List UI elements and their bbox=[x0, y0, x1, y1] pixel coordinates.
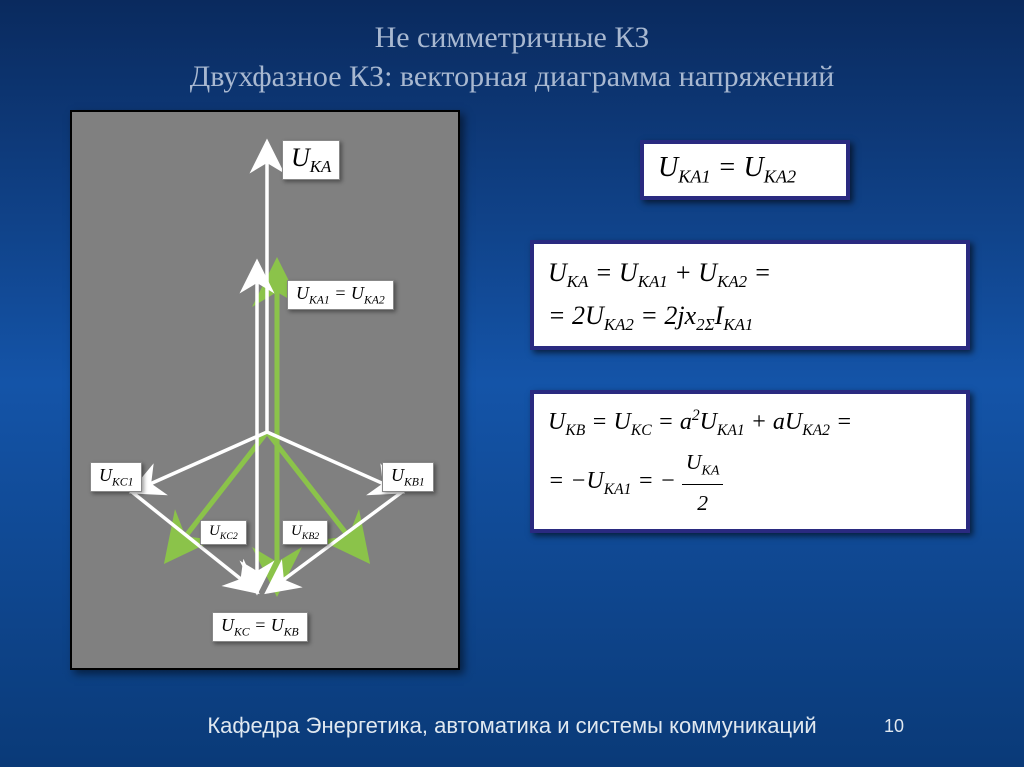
equation-1: UKA1 = UKA2 bbox=[640, 140, 850, 200]
page-number: 10 bbox=[884, 716, 904, 737]
vector-label-UKA1_eq: UKA1 = UKA2 bbox=[287, 280, 394, 310]
title-line-1: Не симметричные КЗ bbox=[375, 21, 650, 54]
vector-diagram-panel: UKA UKA1 = UKA2 UKC1 UKB1 UKC2 UKB2 UKC = UKB bbox=[70, 110, 460, 670]
vector-diagram-svg bbox=[72, 112, 462, 672]
slide-title: Не симметричные КЗ Двухфазное КЗ: вектор… bbox=[0, 0, 1024, 96]
equations-column: UKA1 = UKA2 UKA = UKA1 + UKA2 == 2UKA2 =… bbox=[530, 140, 970, 573]
equation-3: UKB = UKC = a2UKA1 + aUKA2 == −UKA1 = − … bbox=[530, 390, 970, 533]
vector-label-UKC2: UKC2 bbox=[200, 520, 247, 545]
footer-text: Кафедра Энергетика, автоматика и системы… bbox=[0, 713, 1024, 739]
vector-label-UKC1: UKC1 bbox=[90, 462, 142, 492]
vector-label-UKC_eq: UKC = UKB bbox=[212, 612, 308, 642]
equation-2: UKA = UKA1 + UKA2 == 2UKA2 = 2jx2ΣIKA1 bbox=[530, 240, 970, 350]
title-line-2: Двухфазное КЗ: векторная диаграмма напря… bbox=[190, 60, 835, 93]
vector-label-UKB1: UKB1 bbox=[382, 462, 434, 492]
vector-label-UKA: UKA bbox=[282, 140, 340, 180]
vector-arrow bbox=[132, 432, 267, 492]
vector-label-UKB2: UKB2 bbox=[282, 520, 328, 545]
